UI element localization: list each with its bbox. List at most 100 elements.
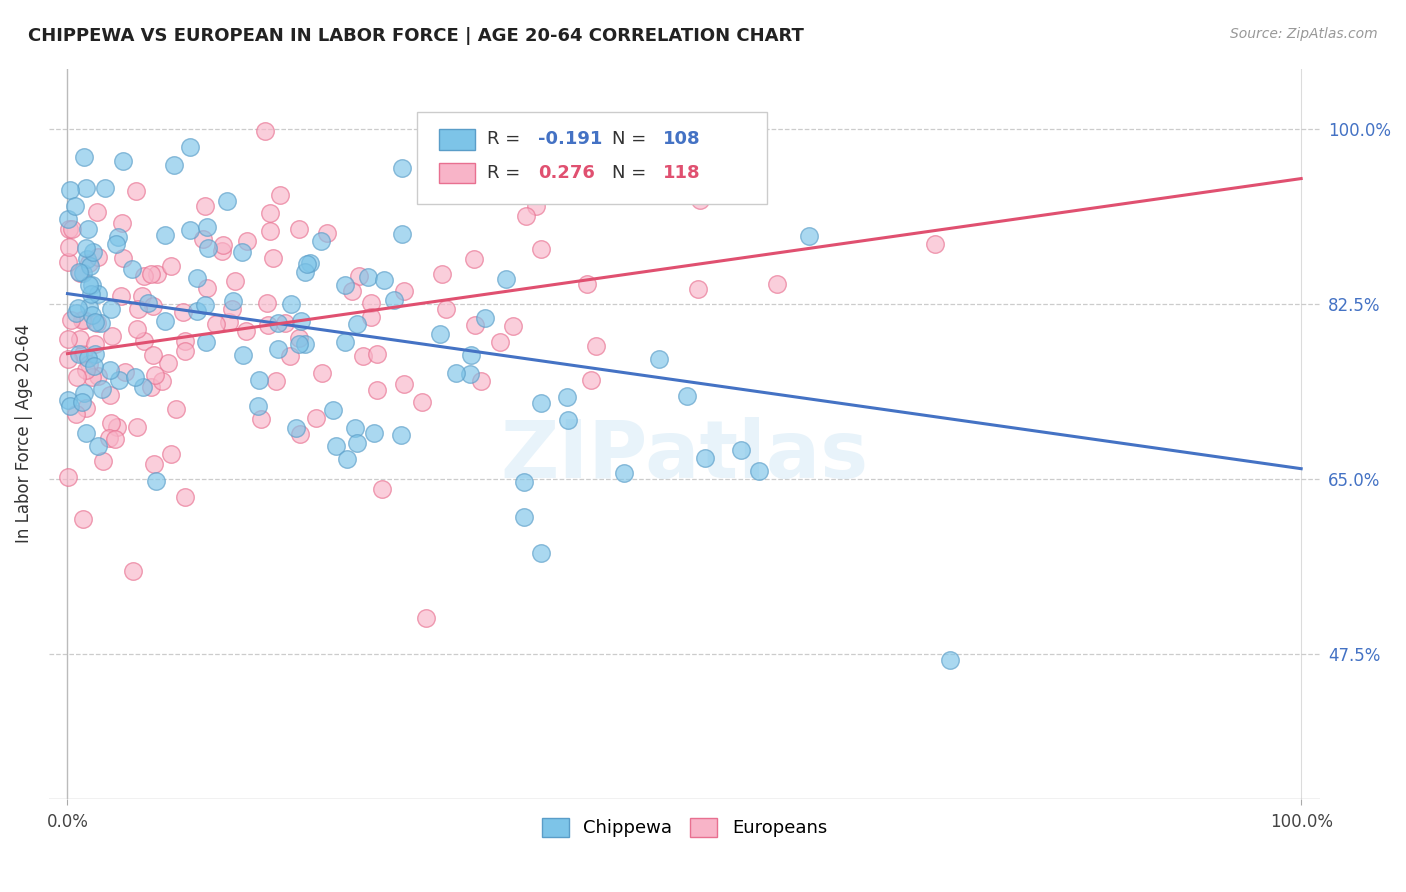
Point [391,227,413,241]
Point [195,220,218,235]
Point [259,224,281,238]
Point [79,300,101,314]
Point [75,181,97,195]
Point [579,373,602,387]
Point [139,267,162,281]
Point [415,611,437,625]
Point [205,317,228,331]
Point [112,252,135,266]
Point [105,420,128,434]
Point [322,402,344,417]
Point [495,272,517,286]
Point [56,333,79,347]
Point [77,357,100,371]
Point [72,347,94,361]
Point [59,183,82,197]
Point [288,222,311,236]
Point [84,337,107,351]
Point [156,355,179,369]
Point [269,188,291,202]
Point [80,370,103,384]
Point [346,435,368,450]
Point [77,222,100,236]
Point [924,237,946,252]
Point [125,420,148,434]
Point [60,222,83,236]
Text: 118: 118 [662,164,700,182]
Point [100,416,122,430]
Point [382,293,405,308]
Point [125,184,148,198]
Point [686,282,709,296]
Point [142,299,165,313]
Point [82,277,104,292]
Point [939,653,962,667]
Point [174,490,197,504]
Point [371,483,394,497]
Point [335,335,357,350]
Point [262,252,284,266]
Point [446,366,468,380]
Point [463,252,485,266]
Point [65,407,87,421]
Point [648,352,671,367]
Point [221,301,243,316]
Point [174,344,197,359]
Point [186,270,208,285]
Point [136,296,159,310]
Y-axis label: In Labor Force | Age 20-64: In Labor Force | Age 20-64 [15,324,32,543]
Point [730,443,752,458]
Point [82,245,104,260]
Point [76,252,98,267]
Point [267,342,290,356]
Point [340,285,363,299]
Point [142,458,165,472]
Point [66,369,89,384]
Point [132,380,155,394]
Point [689,193,711,207]
Point [195,281,218,295]
Point [218,316,240,330]
Point [110,289,132,303]
Text: N =: N = [612,130,652,148]
Point [394,377,416,392]
Point [530,396,553,410]
Point [73,312,96,326]
Point [513,509,536,524]
Point [107,230,129,244]
Point [256,318,278,332]
Point [121,261,143,276]
Point [343,420,366,434]
Point [179,223,201,237]
Point [83,359,105,373]
Point [155,314,177,328]
Point [77,277,100,292]
Point [73,150,96,164]
Point [56,211,79,226]
Point [512,475,534,489]
Point [80,286,103,301]
Point [58,240,80,254]
Point [56,351,79,366]
Point [122,564,145,578]
Point [124,369,146,384]
Text: R =: R = [488,164,526,182]
Point [530,243,553,257]
Point [316,226,339,240]
Point [274,316,297,330]
Point [67,265,90,279]
Point [179,140,201,154]
Point [360,295,382,310]
Point [557,413,579,427]
Point [474,310,496,325]
Point [60,313,83,327]
Point [197,241,219,255]
Point [191,232,214,246]
Point [526,199,548,213]
Point [352,350,374,364]
Point [212,238,235,252]
Point [250,412,273,426]
Point [224,274,246,288]
Point [366,383,388,397]
Point [70,394,93,409]
